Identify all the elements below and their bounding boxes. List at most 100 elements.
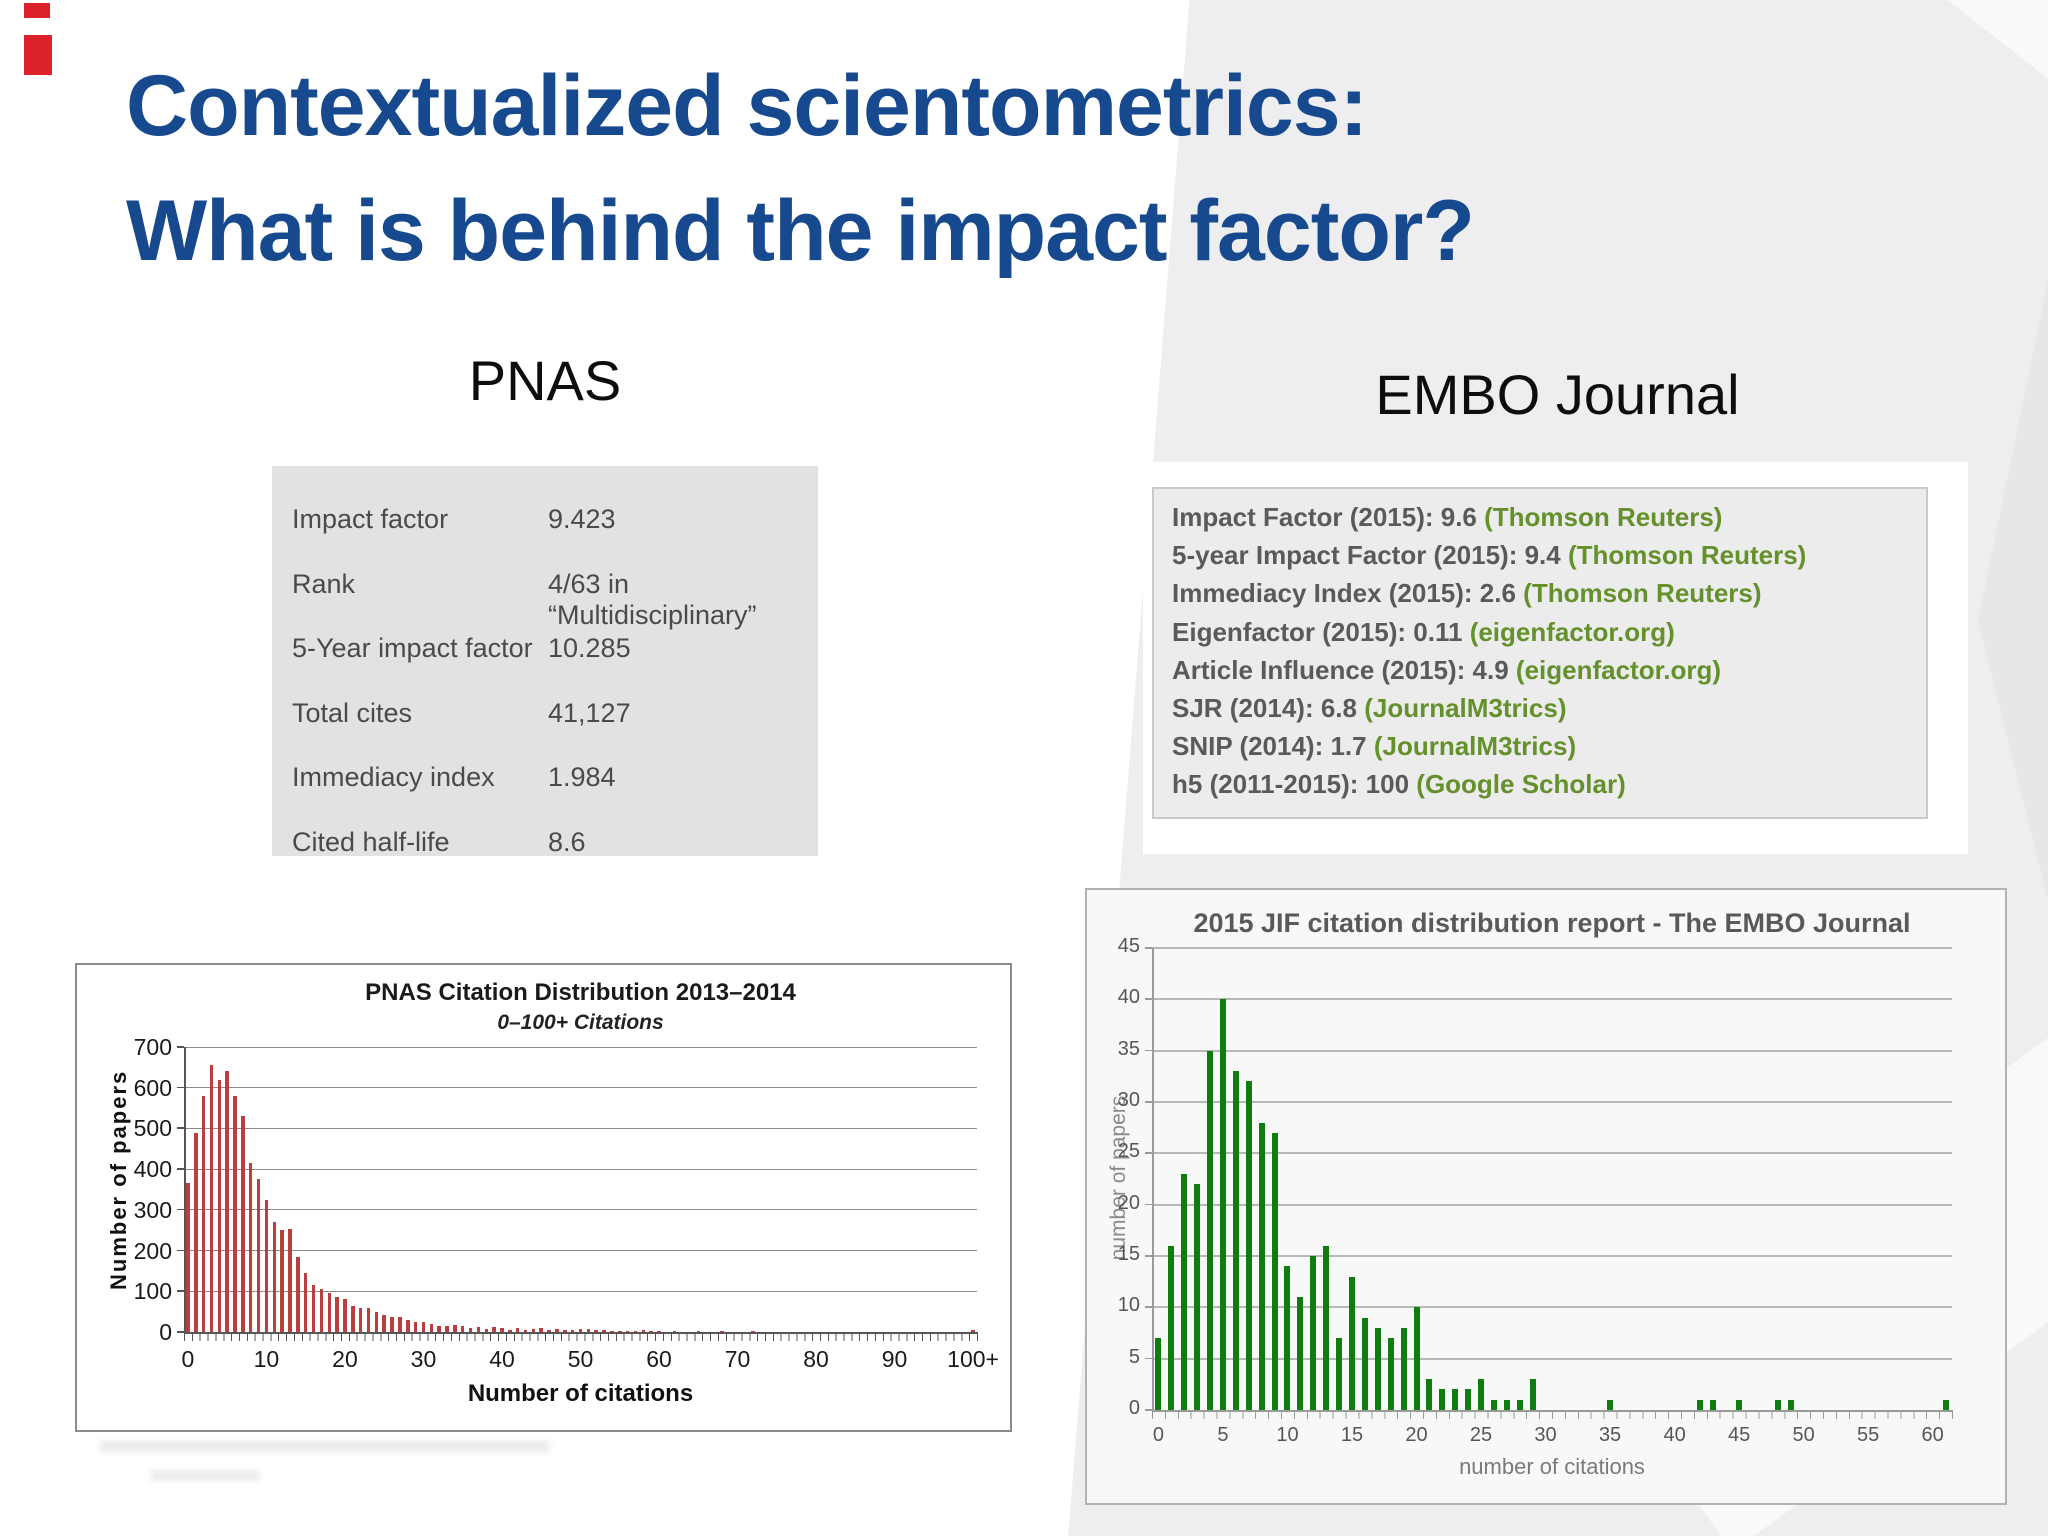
x-tick-label: 10 [1276, 1424, 1299, 1446]
x-tick-label: 50 [1792, 1424, 1815, 1446]
embo-metrics-box: Impact Factor (2015): 9.6 (Thomson Reute… [1152, 487, 1928, 819]
bar [1465, 1389, 1472, 1410]
x-tick-label: 50 [567, 1346, 594, 1372]
y-tick-mark [1145, 1203, 1152, 1206]
gridline [184, 1209, 977, 1211]
metric-value: 1.984 [548, 762, 616, 792]
bar [1181, 1173, 1188, 1410]
bar [641, 1329, 646, 1332]
gridline [184, 1087, 977, 1089]
bar [1400, 1327, 1407, 1410]
x-tick-label: 70 [724, 1346, 751, 1372]
bar [406, 1319, 410, 1332]
y-tick-mark [177, 1331, 184, 1333]
x-tick-label: 15 [1340, 1424, 1364, 1446]
metric-label: SNIP (2014): 1.7 [1172, 731, 1374, 762]
bar [1452, 1389, 1459, 1410]
metrics-table-row: 5-Year impact factor 10.285 [272, 633, 818, 667]
bar [1194, 1184, 1201, 1410]
bar [1710, 1399, 1717, 1410]
x-tick-label: 10 [253, 1346, 280, 1372]
bar [225, 1071, 229, 1332]
bar [1245, 1081, 1252, 1410]
x-minor-tick-marks [184, 1333, 978, 1341]
y-tick-label: 700 [133, 1034, 172, 1060]
bar [351, 1305, 355, 1332]
bar [445, 1325, 449, 1332]
embo-metric-line: Impact Factor (2015): 9.6 (Thomson Reute… [1172, 502, 1722, 532]
x-tick-label: 20 [332, 1346, 358, 1372]
bar [256, 1179, 261, 1332]
bar [186, 1183, 190, 1332]
bar [594, 1330, 598, 1332]
bar [319, 1289, 324, 1332]
y-tick-mark [1145, 1049, 1152, 1052]
metric-label: Total cites [292, 697, 413, 728]
y-tick-mark [1145, 998, 1152, 1000]
bar [1516, 1399, 1523, 1410]
embo-metric-line: SJR (2014): 6.8 (JournalM3trics) [1172, 693, 1566, 723]
y-tick-mark [177, 1127, 184, 1129]
bar [429, 1323, 434, 1332]
y-tick-label: 10 [1117, 1294, 1140, 1317]
gridline [1152, 1152, 1952, 1155]
bar [460, 1325, 465, 1332]
y-tick-label: 5 [1128, 1345, 1140, 1368]
embo-x-axis-title: number of citations [1459, 1454, 1645, 1479]
slide-title-line2: What is behind the impact factor? [126, 182, 1475, 279]
bar [296, 1256, 300, 1332]
pnas-chart-subtitle: 0–100+ Citations [497, 1011, 664, 1034]
bar [1439, 1389, 1446, 1410]
y-tick-mark [1145, 947, 1152, 949]
bar [492, 1327, 496, 1332]
bar [1607, 1399, 1614, 1410]
y-tick-label: 40 [1117, 986, 1140, 1009]
bar [382, 1314, 386, 1332]
x-tick-label: 80 [803, 1346, 829, 1372]
bar [1387, 1338, 1394, 1410]
embo-metric-line: Immediacy Index (2015): 2.6 (Thomson Reu… [1172, 578, 1762, 608]
bar [1297, 1297, 1304, 1410]
metric-source-link: (Thomson Reuters) [1523, 578, 1762, 609]
y-tick-mark [177, 1249, 184, 1252]
metric-label: 5-year Impact Factor (2015): 9.4 [1172, 540, 1568, 571]
bar [264, 1199, 269, 1332]
bar [672, 1331, 677, 1332]
bar [1258, 1122, 1265, 1410]
y-tick-label: 15 [1117, 1243, 1140, 1265]
bar [233, 1095, 237, 1332]
bar [374, 1312, 379, 1332]
bar [1219, 999, 1226, 1410]
y-tick-label: 30 [1117, 1089, 1140, 1111]
bar [217, 1079, 222, 1332]
metrics-table-row: Total cites 41,127 [272, 698, 818, 732]
bar [500, 1327, 504, 1332]
y-tick-mark [1145, 1306, 1152, 1308]
x-tick-label: 0 [1152, 1424, 1165, 1446]
embo-citation-chart: 2015 JIF citation distribution report - … [1085, 888, 2007, 1505]
metric-source-link: (Google Scholar) [1416, 769, 1626, 800]
bar [696, 1331, 701, 1332]
bar [1426, 1379, 1433, 1410]
bar [563, 1329, 567, 1332]
section-header-embo: EMBO Journal [1375, 363, 1740, 426]
pnas-plot-area: 0 100 200 300 400 500 600 700 0 10 20 30 40 50 60 70 80 9… [134, 1034, 999, 1372]
embo-metric-line: Article Influence (2015): 4.9 (eigenfact… [1172, 655, 1721, 685]
bar [586, 1328, 591, 1332]
illegible-attribution-text [100, 1440, 550, 1453]
embo-metric-line: 5-year Impact Factor (2015): 9.4 (Thomso… [1172, 540, 1806, 570]
x-axis-line [184, 1332, 978, 1334]
y-tick-label: 300 [133, 1196, 172, 1223]
bar [1942, 1399, 1949, 1410]
y-tick-label: 0 [159, 1319, 172, 1345]
bar [602, 1329, 606, 1332]
metric-label: Rank [292, 568, 356, 599]
y-tick-label: 25 [1117, 1140, 1140, 1163]
bar [1736, 1399, 1743, 1410]
bar [578, 1328, 583, 1332]
bar [476, 1327, 481, 1332]
bar [201, 1095, 206, 1332]
gridline [1152, 1101, 1952, 1103]
bar [288, 1228, 292, 1332]
